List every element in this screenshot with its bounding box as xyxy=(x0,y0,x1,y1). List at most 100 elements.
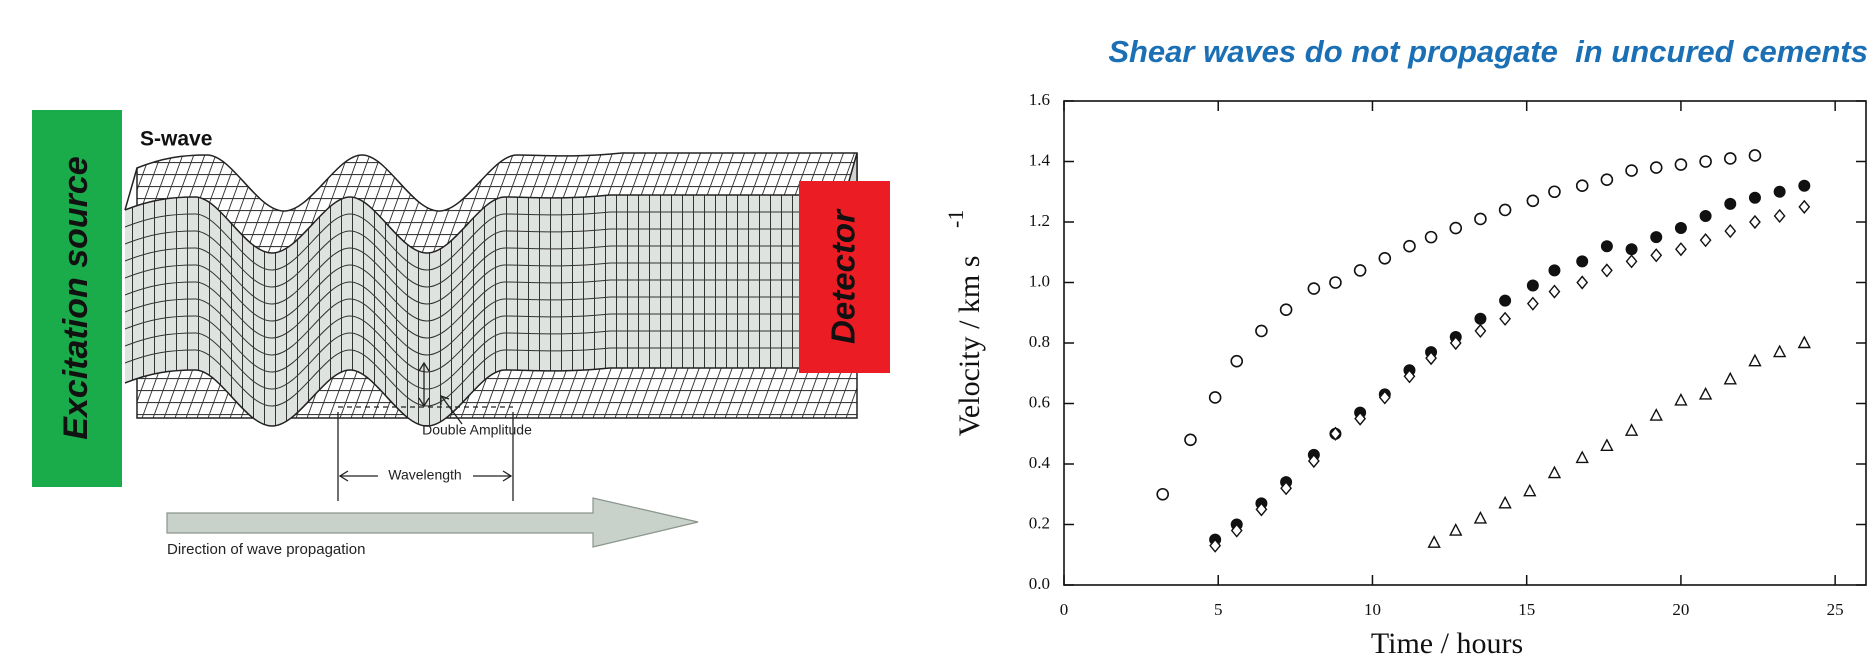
point xyxy=(1499,311,1512,326)
point xyxy=(1307,282,1321,295)
point xyxy=(1548,185,1561,199)
x-tick-label: 25 xyxy=(1827,600,1844,619)
point xyxy=(1575,179,1589,192)
point xyxy=(1449,221,1463,235)
detector-label: Detector xyxy=(825,208,862,344)
point xyxy=(1649,408,1663,421)
point xyxy=(1474,212,1487,226)
point xyxy=(1749,214,1761,230)
point xyxy=(1403,369,1416,384)
point xyxy=(1230,354,1244,368)
point xyxy=(1329,276,1342,289)
source-box xyxy=(32,110,122,487)
point xyxy=(1474,323,1487,338)
point xyxy=(1526,279,1539,292)
x-tick-label: 0 xyxy=(1060,600,1069,619)
point xyxy=(1378,251,1392,265)
y-tick-label: 0.6 xyxy=(1029,392,1050,411)
point xyxy=(1723,152,1737,165)
chart: 0 5 10 15 20 25 0.0 0.2 0.4 0.6 0.8 1.0 1.2 1.4 1.6 xyxy=(1029,90,1866,619)
y-tick-label: 1.0 xyxy=(1029,271,1050,290)
point xyxy=(1600,263,1613,278)
y-tick-label: 0.4 xyxy=(1029,453,1051,472)
point xyxy=(1449,335,1462,351)
point xyxy=(1650,248,1663,263)
point xyxy=(1424,230,1438,244)
point xyxy=(1353,264,1367,277)
point xyxy=(1156,487,1170,501)
point xyxy=(1329,426,1342,441)
point xyxy=(1474,312,1487,325)
point xyxy=(1526,296,1539,311)
point xyxy=(1773,185,1786,198)
y-axis-label: Velocity / km s xyxy=(953,256,986,437)
y-tick-label: 1.6 xyxy=(1029,90,1050,109)
point xyxy=(1699,155,1712,168)
point xyxy=(1674,392,1688,406)
point xyxy=(1280,481,1293,496)
y-tick-label: 0.0 xyxy=(1029,574,1050,593)
y-tick-label: 0.2 xyxy=(1029,513,1050,532)
point xyxy=(1772,344,1787,358)
annotations xyxy=(337,361,514,501)
point xyxy=(1255,502,1268,517)
y-axis-label-superscript: -1 xyxy=(943,210,968,228)
point xyxy=(1600,240,1613,253)
point xyxy=(1307,453,1320,469)
point xyxy=(1576,275,1589,290)
wave-label: S-wave xyxy=(140,128,212,151)
point xyxy=(1625,164,1638,177)
point xyxy=(1255,324,1268,338)
point xyxy=(1723,371,1737,385)
point xyxy=(1798,179,1811,192)
x-tick-label: 20 xyxy=(1672,600,1689,619)
point xyxy=(1403,239,1416,253)
point xyxy=(1649,161,1663,174)
point xyxy=(1576,255,1589,268)
x-tick-label: 10 xyxy=(1364,600,1381,619)
x-axis-label: Time / hours xyxy=(1371,627,1523,660)
wave-block xyxy=(120,150,858,470)
point xyxy=(1674,158,1688,171)
point xyxy=(1498,203,1512,217)
point xyxy=(1548,284,1561,299)
point xyxy=(1575,450,1589,464)
point xyxy=(1773,208,1786,224)
point xyxy=(1449,523,1463,536)
point xyxy=(1625,243,1638,256)
point xyxy=(1748,191,1761,204)
point xyxy=(1378,390,1391,405)
point xyxy=(1698,386,1713,400)
point xyxy=(1625,254,1638,269)
point xyxy=(1699,233,1712,248)
amplitude-label: Double Amplitude xyxy=(422,422,532,438)
point xyxy=(1724,197,1737,210)
point xyxy=(1498,495,1512,509)
direction-arrow xyxy=(166,497,699,548)
point xyxy=(1354,411,1367,426)
point xyxy=(1699,209,1712,222)
point xyxy=(1208,391,1222,404)
point xyxy=(1798,199,1811,214)
y-tick-label: 1.4 xyxy=(1029,150,1051,169)
point xyxy=(1523,483,1537,497)
point xyxy=(1499,294,1512,307)
point xyxy=(1724,223,1737,239)
point xyxy=(1600,438,1614,452)
point xyxy=(1548,264,1561,277)
point xyxy=(1279,303,1293,317)
x-tick-label: 5 xyxy=(1214,600,1223,619)
point xyxy=(1526,194,1540,208)
plot-frame xyxy=(1063,100,1867,586)
point xyxy=(1473,510,1488,524)
point xyxy=(1675,242,1687,257)
y-tick-label: 0.8 xyxy=(1029,332,1050,351)
source-label: Excitation source xyxy=(57,156,95,439)
direction-label: Direction of wave propagation xyxy=(167,541,365,558)
point xyxy=(1547,465,1562,479)
point xyxy=(1230,523,1243,538)
point xyxy=(1748,149,1762,162)
x-tick-label: 15 xyxy=(1518,600,1535,619)
point xyxy=(1209,538,1222,553)
